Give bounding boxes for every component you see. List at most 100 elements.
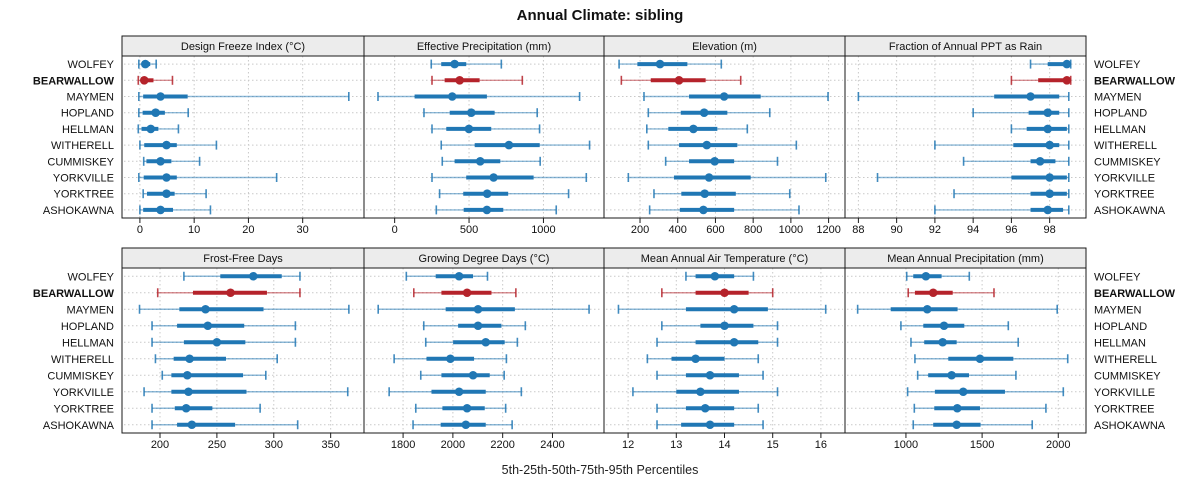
station-label-left-ashokawna: ASHOKAWNA bbox=[43, 205, 115, 217]
axis-tick-label: 2000 bbox=[1046, 439, 1070, 451]
interval-row-yorkville bbox=[431, 173, 588, 182]
axis-tick-label: 90 bbox=[891, 224, 903, 236]
median-dot bbox=[674, 76, 684, 85]
interval-row-cummiskey bbox=[419, 370, 505, 380]
station-label-right-cummiskey: CUMMISKEY bbox=[1094, 156, 1161, 168]
axis-tick-label: 1800 bbox=[391, 439, 415, 451]
median-dot bbox=[450, 59, 459, 69]
panel-growing-degree-days-c: 1800 2000 2200 2400 Growing Degree Days (°C) bbox=[363, 247, 605, 451]
station-label-right-ashokawna: ASHOKAWNA bbox=[1094, 420, 1166, 432]
axis-tick-label: 200 bbox=[151, 439, 169, 451]
median-dot bbox=[156, 157, 165, 166]
interval-row-yorkville bbox=[143, 387, 349, 397]
panel-title: Design Freeze Index (°C) bbox=[181, 41, 305, 53]
median-dot bbox=[705, 420, 715, 430]
station-label-right-hellman: HELLMAN bbox=[1094, 124, 1146, 136]
median-dot bbox=[139, 76, 149, 85]
station-label-left-maymen: MAYMEN bbox=[67, 304, 115, 316]
median-dot bbox=[162, 173, 171, 182]
median-dot bbox=[1045, 140, 1054, 150]
interval-row-maymen bbox=[856, 304, 1059, 314]
interval-row-witherell bbox=[934, 140, 1070, 150]
interval-row-hopland bbox=[900, 321, 1010, 331]
interval-row-yorkville bbox=[876, 173, 1070, 182]
median-dot bbox=[700, 189, 709, 198]
median-dot bbox=[464, 124, 474, 134]
median-dot bbox=[720, 288, 729, 298]
interval-row-hopland bbox=[138, 108, 189, 118]
median-dot bbox=[141, 59, 150, 69]
axis-tick-label: 200 bbox=[631, 224, 649, 236]
median-dot bbox=[702, 140, 712, 150]
interval-row-yorkville bbox=[138, 173, 278, 182]
station-label-left-yorktree: YORKTREE bbox=[53, 403, 114, 415]
station-label-right-hopland: HOPLAND bbox=[1094, 321, 1147, 333]
interval-row-yorktree bbox=[913, 403, 1047, 413]
axis-tick-label: 250 bbox=[208, 439, 226, 451]
interval-row-hopland bbox=[972, 108, 1070, 118]
interval-row-ashokawna bbox=[648, 205, 800, 215]
median-dot bbox=[1062, 59, 1072, 69]
station-label-right-witherell: WITHERELL bbox=[1094, 354, 1157, 366]
interval-row-witherell bbox=[914, 354, 1069, 364]
interval-row-yorktree bbox=[151, 403, 261, 413]
station-label-right-ashokawna: ASHOKAWNA bbox=[1094, 205, 1166, 217]
interval-row-wolfey bbox=[618, 59, 723, 69]
median-dot bbox=[938, 337, 947, 347]
interval-row-bearwallow bbox=[907, 288, 995, 298]
station-label-left-wolfey: WOLFEY bbox=[68, 271, 115, 283]
median-dot bbox=[462, 288, 472, 298]
panel-elevation-m: 200 400 600 800 1000 1200 Elevation (m) bbox=[603, 35, 846, 236]
median-dot bbox=[203, 321, 213, 331]
interval-row-yorktree bbox=[953, 189, 1070, 199]
median-dot bbox=[468, 370, 478, 380]
station-label-left-yorktree: YORKTREE bbox=[53, 189, 114, 201]
median-dot bbox=[939, 321, 949, 331]
median-dot bbox=[475, 157, 485, 166]
median-dot bbox=[187, 420, 197, 430]
axis-tick-label: 16 bbox=[815, 439, 827, 451]
median-dot bbox=[921, 271, 931, 281]
median-dot bbox=[928, 288, 938, 298]
interval-row-witherell bbox=[139, 140, 218, 150]
median-dot bbox=[183, 370, 192, 380]
interval-row-wolfey bbox=[138, 59, 157, 69]
interval-row-hellman bbox=[151, 337, 297, 347]
interval-row-witherell bbox=[154, 354, 278, 364]
station-label-right-hopland: HOPLAND bbox=[1094, 108, 1147, 120]
median-dot bbox=[1045, 189, 1054, 198]
axis-tick-label: 98 bbox=[1044, 224, 1056, 236]
median-dot bbox=[489, 173, 498, 182]
interval-row-yorktree bbox=[438, 189, 570, 199]
axis-tick-label: 94 bbox=[967, 224, 979, 236]
median-dot bbox=[156, 205, 165, 215]
panel-mean-annual-precipitation-mm: 1000 1500 2000 Mean Annual Precipitation (m… bbox=[844, 247, 1087, 451]
interval-row-ashokawna bbox=[912, 420, 1034, 430]
panel-fraction-of-annual-ppt-as-rain: 88 90 92 94 96 98 Fraction of Annual PPT as Ra… bbox=[844, 35, 1087, 236]
interval-row-hellman bbox=[424, 337, 519, 347]
axis-tick-label: 350 bbox=[321, 439, 339, 451]
interval-row-bearwallow bbox=[431, 75, 524, 85]
axis-tick-label: 1000 bbox=[531, 224, 555, 236]
interval-row-hellman bbox=[656, 337, 779, 347]
median-dot bbox=[1035, 157, 1045, 166]
station-label-left-bearwallow: BEARWALLOW bbox=[33, 288, 115, 300]
station-label-left-cummiskey: CUMMISKEY bbox=[47, 156, 114, 168]
station-label-left-hellman: HELLMAN bbox=[62, 124, 114, 136]
interval-row-bearwallow bbox=[156, 288, 301, 298]
interval-row-cummiskey bbox=[142, 156, 201, 166]
median-dot bbox=[947, 370, 956, 380]
panel-header bbox=[844, 35, 1087, 57]
interval-row-hellman bbox=[646, 124, 749, 134]
median-dot bbox=[162, 189, 171, 198]
interval-row-ashokawna bbox=[139, 205, 212, 215]
median-dot bbox=[181, 403, 191, 413]
median-dot bbox=[462, 403, 472, 413]
interval-row-maymen bbox=[643, 92, 829, 101]
median-dot bbox=[454, 387, 464, 397]
median-dot bbox=[504, 140, 514, 150]
interval-row-ashokawna bbox=[656, 420, 764, 430]
interval-row-yorkville bbox=[632, 387, 779, 397]
median-dot bbox=[473, 304, 483, 314]
axis-tick-label: 2000 bbox=[441, 439, 465, 451]
